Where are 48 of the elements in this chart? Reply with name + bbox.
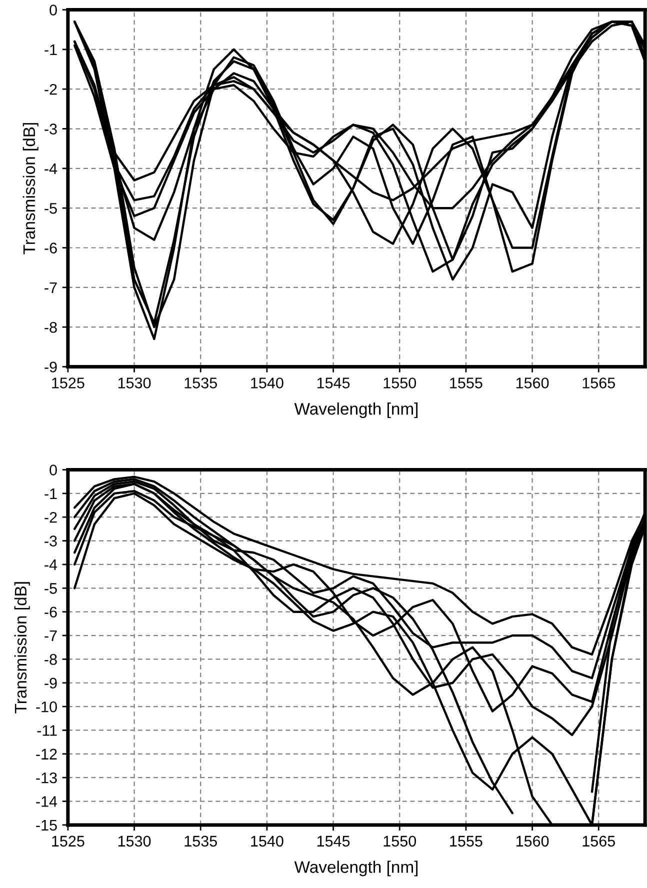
- y-tick-label: -4: [44, 559, 58, 570]
- y-axis-title: Transmission [dB]: [14, 582, 30, 714]
- y-tick-label: -7: [44, 630, 57, 642]
- y-tick-label: 0: [50, 464, 57, 476]
- y-tick-label: -6: [44, 606, 57, 618]
- x-axis-title: Wavelength [nm]: [294, 860, 418, 876]
- y-tick-label: -10: [36, 701, 57, 712]
- y-tick-label: -15: [36, 820, 57, 831]
- x-tick-label: 1545: [317, 836, 350, 847]
- y-tick-label: -4: [44, 163, 58, 174]
- x-tick-label: 1530: [118, 836, 151, 847]
- x-tick-label: 1555: [450, 378, 482, 388]
- y-tick-label: -3: [44, 124, 57, 134]
- y-tick-label: 0: [50, 4, 57, 16]
- y-tick-label: -13: [36, 772, 57, 784]
- x-axis-title: Wavelength [nm]: [294, 402, 418, 418]
- x-tick-label: 1545: [317, 378, 350, 388]
- x-tick-label: 1525: [52, 836, 84, 847]
- y-tick-label: -9: [44, 362, 57, 372]
- y-tick-label: -8: [44, 654, 57, 665]
- y-tick-label: -2: [44, 512, 57, 523]
- x-tick-label: 1560: [516, 378, 549, 388]
- x-tick-label: 1535: [184, 378, 217, 388]
- x-tick-label: 1540: [251, 378, 284, 388]
- x-tick-label: 1565: [582, 836, 615, 847]
- y-tick-label: -1: [44, 488, 57, 499]
- y-tick-label: -5: [44, 203, 57, 214]
- x-tick-label: 1540: [251, 836, 284, 847]
- x-tick-label: 1530: [118, 378, 151, 388]
- y-tick-label: -9: [44, 678, 57, 689]
- y-axis-title: Transmission [dB]: [22, 123, 38, 254]
- y-tick-label: -6: [44, 242, 57, 254]
- y-tick-label: -8: [44, 322, 57, 333]
- y-tick-label: -1: [44, 44, 57, 55]
- x-tick-label: 1525: [52, 378, 84, 388]
- x-tick-label: 1535: [184, 836, 217, 847]
- y-tick-label: -7: [44, 282, 57, 293]
- y-tick-label: -11: [37, 725, 57, 736]
- y-tick-label: -14: [36, 796, 58, 807]
- x-tick-label: 1555: [450, 836, 482, 847]
- y-tick-label: -3: [44, 536, 57, 546]
- x-tick-label: 1560: [516, 836, 549, 847]
- x-tick-label: 1550: [384, 836, 416, 847]
- y-tick-label: -2: [44, 84, 57, 95]
- y-tick-label: -12: [36, 748, 57, 760]
- x-tick-label: 1565: [582, 378, 615, 388]
- x-tick-label: 1550: [384, 378, 416, 388]
- y-tick-label: -5: [44, 583, 57, 594]
